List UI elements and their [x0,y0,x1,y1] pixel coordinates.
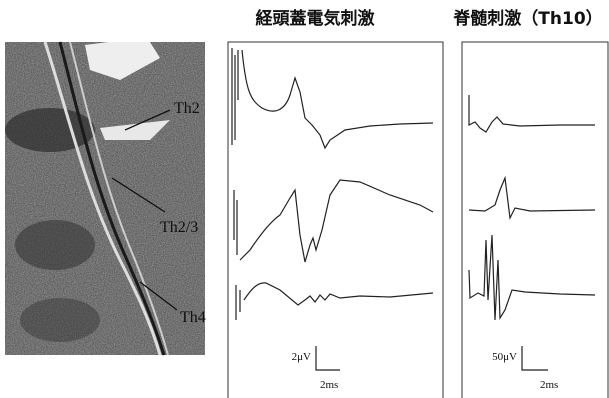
panel-frame [228,42,443,398]
level-label: Th4 [180,309,206,326]
scale-time: 2ms [540,379,558,391]
panel-title: 脊髄刺激（Th10） [452,8,602,29]
waveforms [232,48,433,370]
panel-title: 経頭蓋電気刺激 [256,8,375,29]
scale-amplitude: 2μV [292,351,311,363]
panel-frame [462,42,608,398]
scale-amplitude: 50μV [492,351,517,363]
level-label: Th2 [174,100,200,117]
level-label: Th2/3 [160,219,198,236]
figure: 経頭蓋電気刺激 脊髄刺激（Th10） Th2 Th2/3 Th4 2μV 2ms [0,0,609,398]
scale-time: 2ms [320,379,338,391]
waveforms [469,95,595,370]
